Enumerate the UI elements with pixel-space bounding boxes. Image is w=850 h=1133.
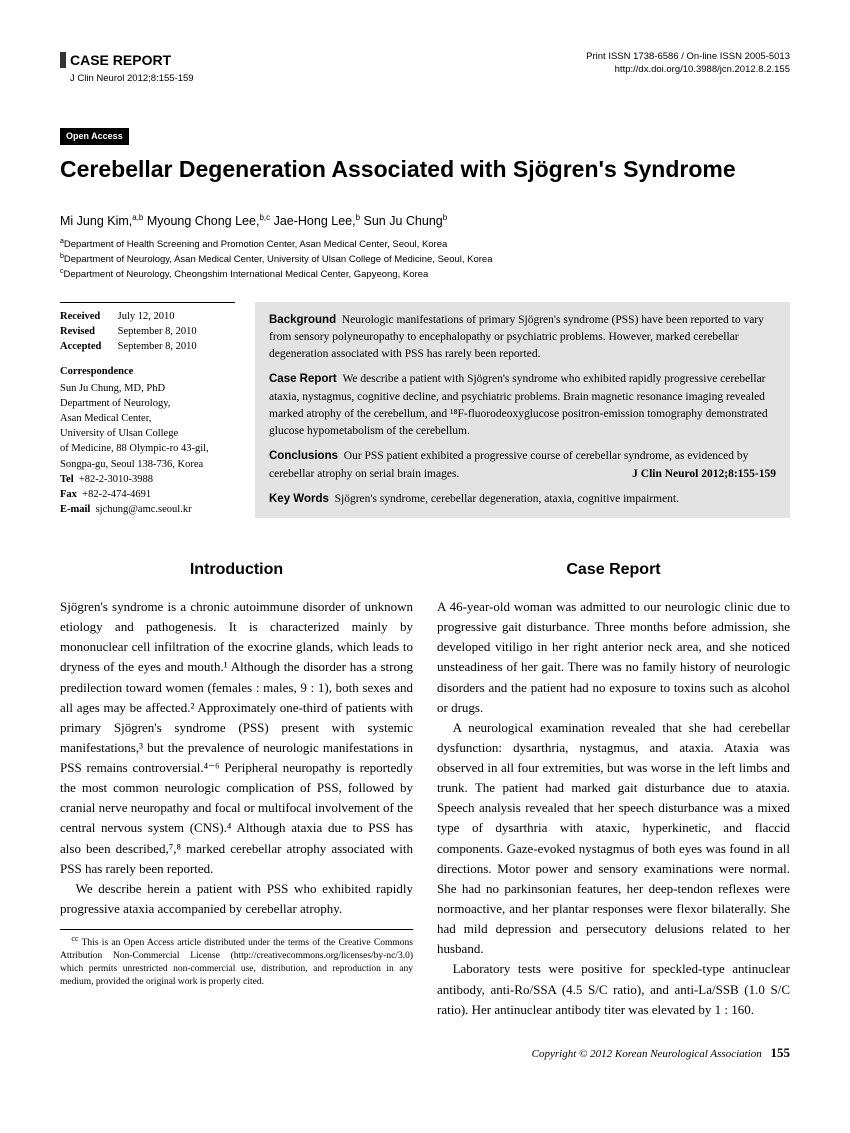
manuscript-dates: Received July 12, 2010 Revised September… — [60, 309, 235, 355]
copyright-text: Copyright © 2012 Korean Neurological Ass… — [532, 1048, 762, 1060]
email-value: sjchung@amc.seoul.kr — [96, 504, 192, 515]
case-text: We describe a patient with Sjögren's syn… — [269, 373, 768, 437]
article-title: Cerebellar Degeneration Associated with … — [60, 153, 790, 186]
revised-label: Revised — [60, 324, 115, 339]
case-paragraph-3: Laboratory tests were positive for speck… — [437, 959, 790, 1019]
background-text: Neurologic manifestations of primary Sjö… — [269, 314, 764, 361]
introduction-title: Introduction — [60, 558, 413, 583]
fax-label: Fax — [60, 489, 77, 500]
affiliations: aDepartment of Health Screening and Prom… — [60, 237, 790, 282]
tel-label: Tel — [60, 474, 74, 485]
open-access-badge: Open Access — [60, 126, 790, 153]
left-column: Introduction Sjögren's syndrome is a chr… — [60, 558, 413, 1020]
affiliation-c: cDepartment of Neurology, Cheongshim Int… — [60, 267, 790, 282]
body-columns: Introduction Sjögren's syndrome is a chr… — [60, 558, 790, 1020]
abstract-case-report: Case Report We describe a patient with S… — [269, 371, 776, 440]
case-label: Case Report — [269, 373, 337, 385]
right-column: Case Report A 46-year-old woman was admi… — [437, 558, 790, 1020]
accepted-date: September 8, 2010 — [118, 341, 197, 352]
affiliation-b: bDepartment of Neurology, Asan Medical C… — [60, 252, 790, 267]
page-footer: Copyright © 2012 Korean Neurological Ass… — [60, 1044, 790, 1063]
page-number: 155 — [771, 1045, 791, 1060]
doi-line: http://dx.doi.org/10.3988/jcn.2012.8.2.1… — [586, 63, 790, 76]
case-paragraph-1: A 46-year-old woman was admitted to our … — [437, 597, 790, 718]
case-paragraph-2: A neurological examination revealed that… — [437, 718, 790, 960]
keywords-text: Sjögren's syndrome, cerebellar degenerat… — [335, 493, 679, 505]
accepted-label: Accepted — [60, 339, 115, 354]
abstract-conclusions: Conclusions Our PSS patient exhibited a … — [269, 448, 776, 483]
case-report-title: Case Report — [437, 558, 790, 583]
intro-paragraph-2: We describe herein a patient with PSS wh… — [60, 879, 413, 919]
open-access-footnote: cc This is an Open Access article distri… — [60, 934, 413, 988]
keywords-label: Key Words — [269, 493, 329, 505]
abstract-box: Background Neurologic manifestations of … — [255, 302, 790, 519]
corr-addr1: of Medicine, 88 Olympic-ro 43-gil, — [60, 441, 235, 456]
footnote-divider — [60, 929, 413, 930]
correspondence-label: Correspondence — [60, 364, 235, 379]
affiliation-a: aDepartment of Health Screening and Prom… — [60, 237, 790, 252]
accent-bar-icon — [60, 52, 66, 68]
corr-name: Sun Ju Chung, MD, PhD — [60, 381, 235, 396]
abstract-background: Background Neurologic manifestations of … — [269, 312, 776, 364]
journal-citation: J Clin Neurol 2012;8:155-159 — [70, 72, 194, 86]
abstract-citation: J Clin Neurol 2012;8:155-159 — [632, 466, 776, 483]
intro-paragraph-1: Sjögren's syndrome is a chronic autoimmu… — [60, 597, 413, 879]
meta-abstract-row: Received July 12, 2010 Revised September… — [60, 302, 790, 519]
abstract-keywords: Key Words Sjögren's syndrome, cerebellar… — [269, 491, 776, 508]
header-right: Print ISSN 1738-6586 / On-line ISSN 2005… — [586, 50, 790, 77]
corr-addr2: Songpa-gu, Seoul 138-736, Korea — [60, 457, 235, 472]
open-access-label: Open Access — [60, 128, 129, 145]
issn-line: Print ISSN 1738-6586 / On-line ISSN 2005… — [586, 50, 790, 63]
corr-univ: University of Ulsan College — [60, 426, 235, 441]
corr-center: Asan Medical Center, — [60, 411, 235, 426]
corr-dept: Department of Neurology, — [60, 396, 235, 411]
meta-column: Received July 12, 2010 Revised September… — [60, 302, 235, 519]
authors-line: Mi Jung Kim,a,b Myoung Chong Lee,b,c Jae… — [60, 212, 790, 230]
received-date: July 12, 2010 — [118, 311, 175, 322]
page-header: CASE REPORT J Clin Neurol 2012;8:155-159… — [60, 50, 790, 86]
header-left: CASE REPORT J Clin Neurol 2012;8:155-159 — [60, 50, 194, 86]
case-report-label: CASE REPORT — [60, 50, 194, 70]
abstract-column: Background Neurologic manifestations of … — [255, 302, 790, 519]
background-label: Background — [269, 314, 336, 326]
conclusions-label: Conclusions — [269, 450, 338, 462]
email-label: E-mail — [60, 504, 90, 515]
received-label: Received — [60, 309, 115, 324]
fax-value: +82-2-474-4691 — [82, 489, 151, 500]
revised-date: September 8, 2010 — [118, 326, 197, 337]
case-report-text: CASE REPORT — [70, 50, 171, 70]
tel-value: +82-2-3010-3988 — [79, 474, 153, 485]
